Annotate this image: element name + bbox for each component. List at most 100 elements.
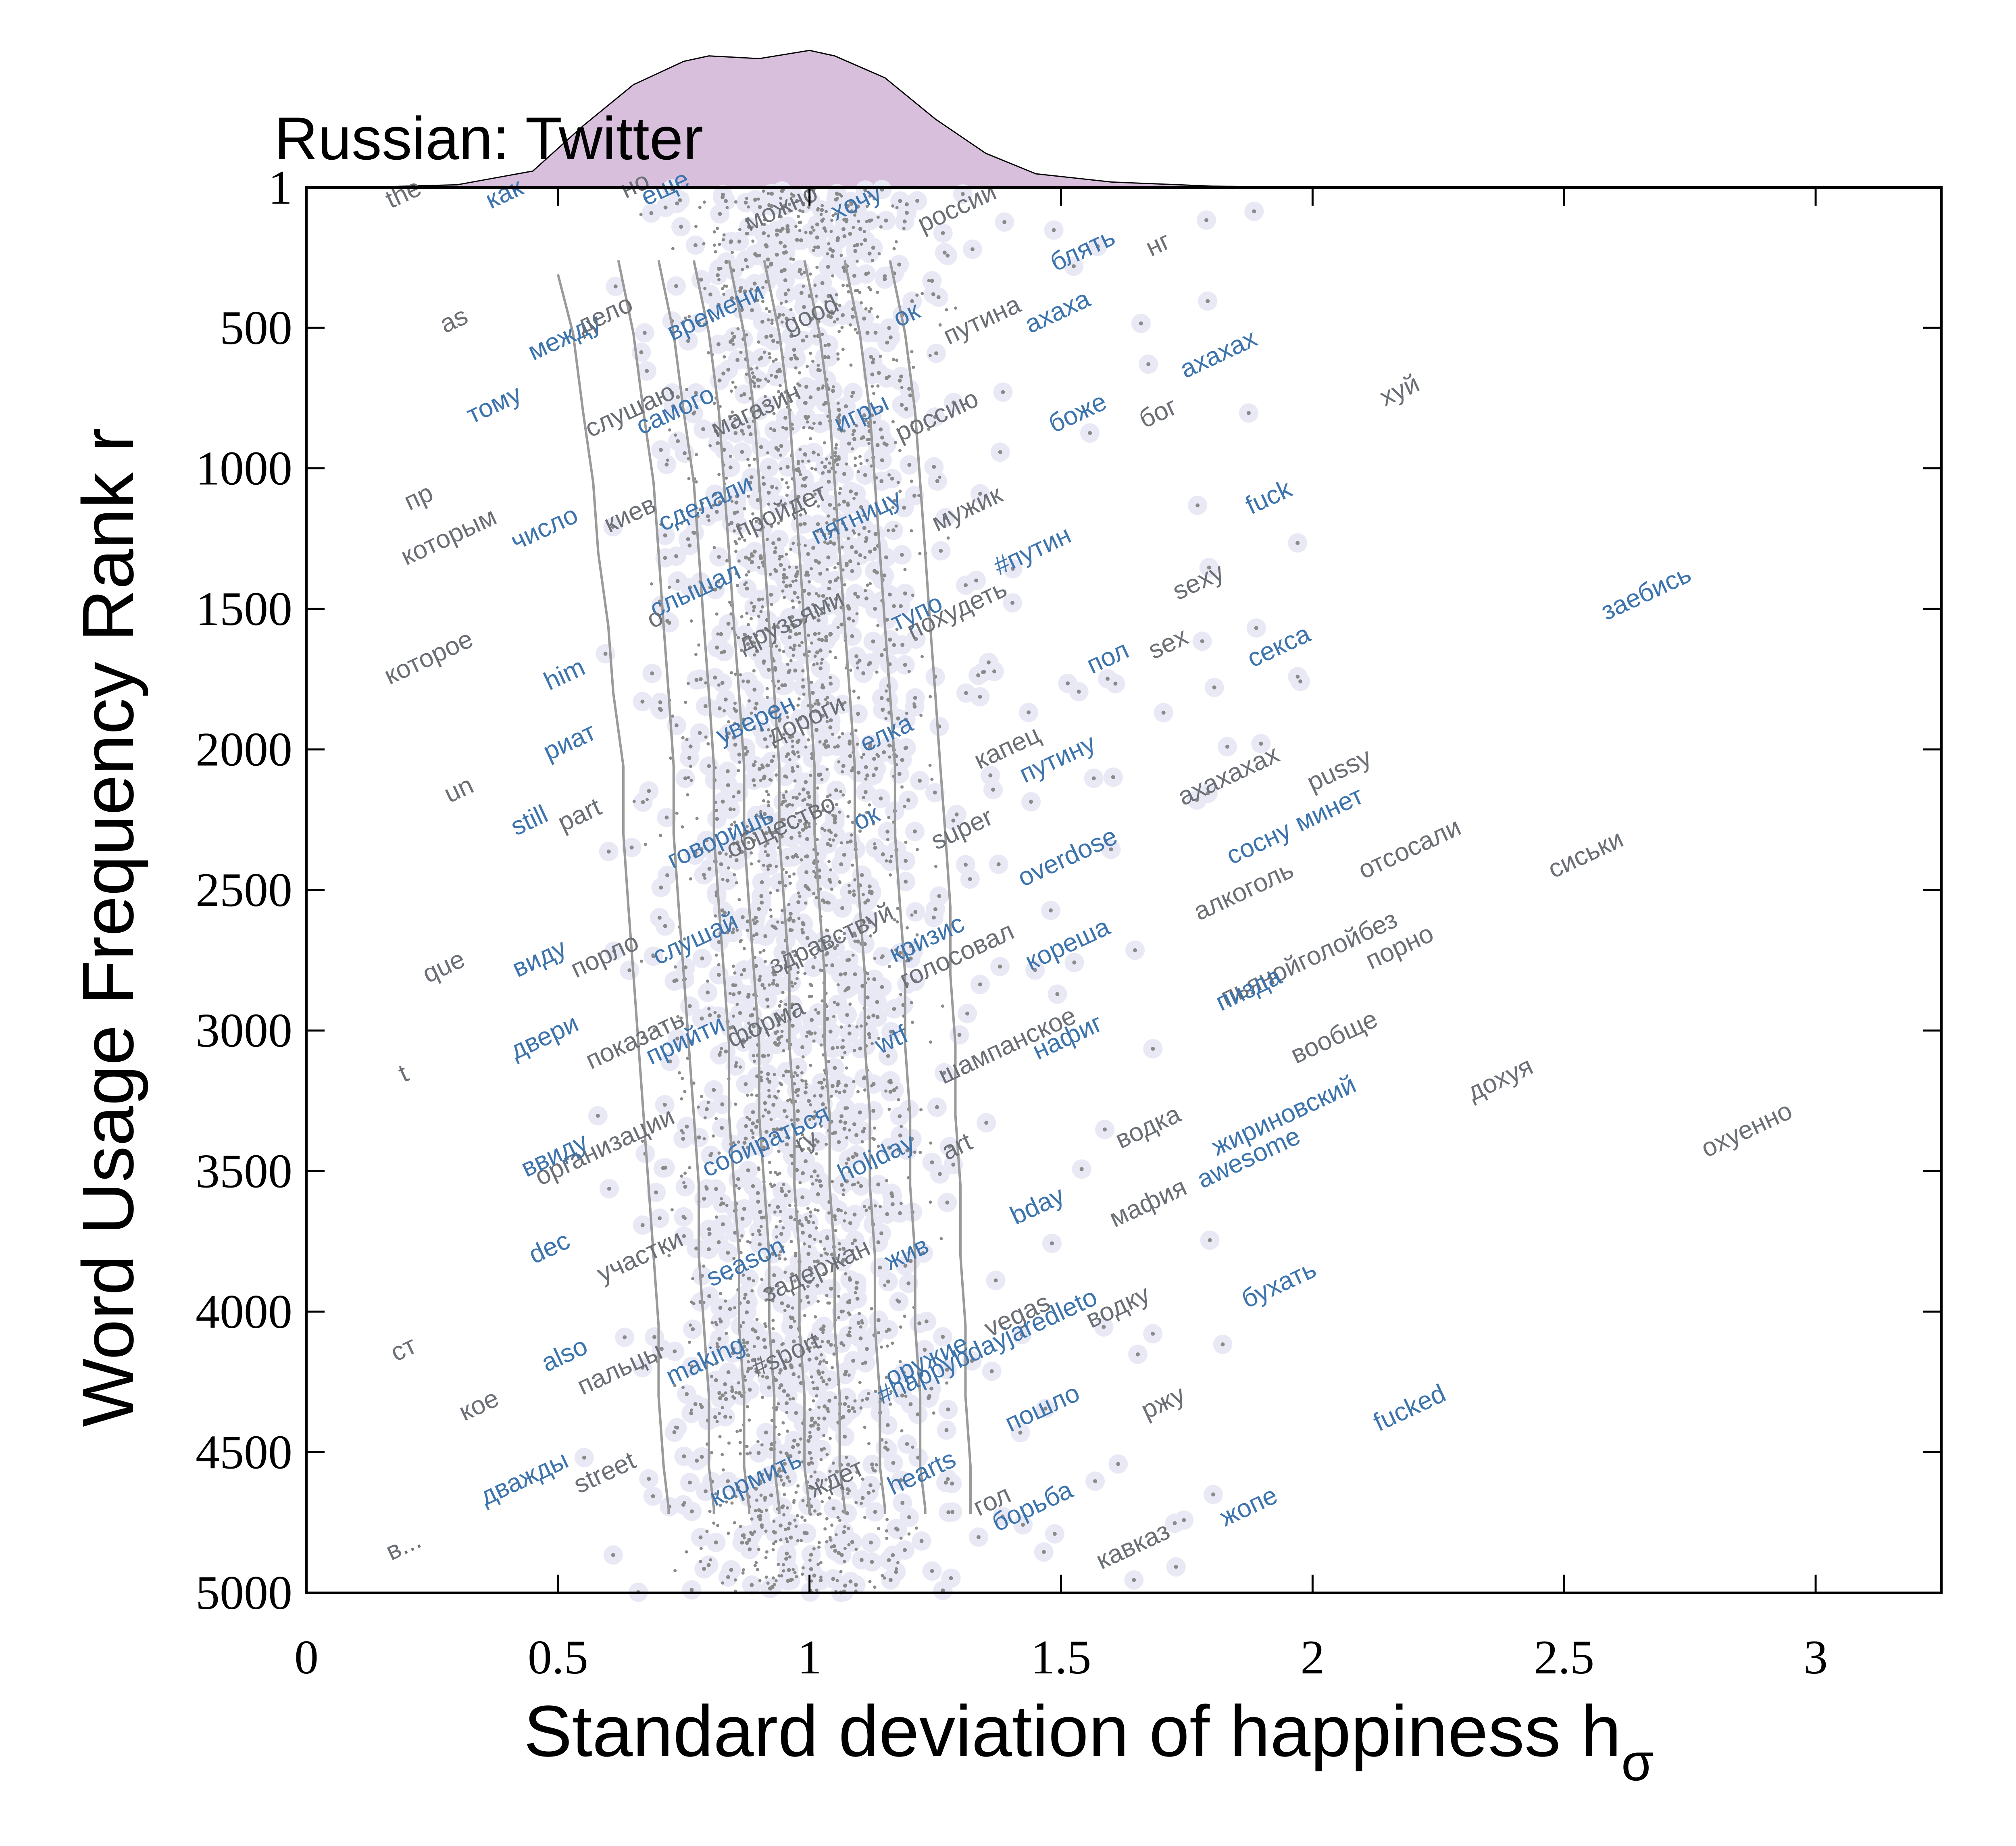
scatter-dot xyxy=(870,1307,873,1311)
scatter-dot xyxy=(876,384,880,388)
scatter-dot xyxy=(784,790,788,794)
scatter-dot xyxy=(758,1233,762,1236)
scatter-dot xyxy=(885,1423,890,1427)
word-label: que xyxy=(418,944,469,988)
scatter-dot xyxy=(816,1192,820,1196)
scatter-dot xyxy=(783,1308,787,1312)
scatter-dot xyxy=(900,1125,903,1128)
scatter-dot xyxy=(808,426,811,429)
scatter-dot xyxy=(721,1581,725,1585)
scatter-dot xyxy=(794,1525,798,1528)
scatter-dot xyxy=(777,687,781,690)
scatter-dot xyxy=(848,890,852,894)
scatter-dot xyxy=(950,1481,954,1486)
scatter-dot xyxy=(899,993,902,996)
scatter-dot xyxy=(872,756,876,761)
scatter-dot xyxy=(841,283,845,287)
scatter-dot xyxy=(733,1064,738,1068)
scatter-dot xyxy=(882,750,886,754)
word-label: пол xyxy=(1082,635,1133,679)
scatter-dot xyxy=(848,1330,851,1334)
scatter-dot xyxy=(852,226,855,229)
word-label: sexy xyxy=(1168,557,1229,606)
scatter-dot xyxy=(830,963,835,967)
scatter-dot xyxy=(804,855,808,858)
scatter-dot xyxy=(797,917,801,920)
scatter-dot xyxy=(705,1529,709,1533)
scatter-dot xyxy=(672,1430,677,1434)
scatter-dot xyxy=(770,759,774,763)
scatter-dot xyxy=(878,1265,882,1270)
scatter-dot xyxy=(970,247,975,252)
scatter-dot xyxy=(868,1483,873,1488)
scatter-dot xyxy=(766,192,770,195)
scatter-dot xyxy=(927,279,931,282)
scatter-dot xyxy=(785,1540,789,1544)
scatter-dot xyxy=(841,793,845,797)
scatter-dot xyxy=(685,1550,688,1554)
scatter-dot xyxy=(866,1491,871,1495)
scatter-dot xyxy=(764,1289,769,1293)
scatter-dot xyxy=(801,1572,804,1576)
scatter-dot xyxy=(729,1568,733,1572)
x-tick-label: 1.5 xyxy=(1031,1630,1091,1684)
scatter-dot xyxy=(841,521,846,525)
scatter-dot xyxy=(702,1567,706,1571)
scatter-dot xyxy=(775,252,779,257)
scatter-dot xyxy=(937,1172,942,1176)
scatter-dot xyxy=(854,654,859,658)
y-tick-label: 4500 xyxy=(196,1425,292,1479)
scatter-dot xyxy=(797,467,800,471)
scatter-dot xyxy=(813,1031,817,1035)
scatter-dot xyxy=(854,1291,857,1294)
scatter-dot xyxy=(804,544,807,547)
scatter-dot xyxy=(1246,411,1251,415)
scatter-dot xyxy=(858,455,862,458)
scatter-dot xyxy=(775,773,778,777)
scatter-dot xyxy=(725,1204,729,1207)
scatter-dot xyxy=(891,1461,896,1465)
scatter-dot xyxy=(741,1534,744,1537)
scatter-dot xyxy=(817,1545,821,1549)
scatter-dot xyxy=(845,958,849,962)
scatter-dot xyxy=(887,473,891,477)
scatter-dot xyxy=(818,571,823,576)
scatter-dot xyxy=(830,254,835,258)
scatter-dot xyxy=(791,1306,794,1310)
scatter-dot xyxy=(828,1536,832,1539)
scatter-dot xyxy=(816,1369,821,1373)
scatter-dot xyxy=(784,1556,788,1561)
scatter-dot xyxy=(729,239,733,244)
scatter-dot xyxy=(913,829,917,833)
scatter-dot xyxy=(998,450,1002,454)
scatter-dot xyxy=(687,776,690,779)
scatter-dot xyxy=(714,1187,719,1191)
scatter-dot xyxy=(1091,776,1096,781)
scatter-dot xyxy=(766,234,770,238)
scatter-dot xyxy=(752,1059,756,1063)
scatter-dot xyxy=(777,1402,780,1406)
scatter-dot xyxy=(889,854,893,858)
scatter-dot xyxy=(818,1578,823,1583)
scatter-dot xyxy=(822,403,826,406)
scatter-dot xyxy=(871,246,875,250)
scatter-dot xyxy=(871,1136,875,1140)
scatter-dot xyxy=(807,888,811,892)
scatter-dot xyxy=(823,441,826,445)
scatter-dot xyxy=(883,1283,887,1287)
scatter-dot xyxy=(885,1329,888,1333)
scatter-dot xyxy=(733,1521,736,1525)
scatter-dot xyxy=(852,1080,856,1083)
scatter-dot xyxy=(651,1494,655,1498)
scatter-dot xyxy=(885,1529,888,1533)
scatter-dot xyxy=(846,1106,849,1110)
scatter-dot xyxy=(775,644,778,648)
scatter-dot xyxy=(765,1375,769,1380)
scatter-dot xyxy=(819,1575,823,1579)
scatter-dot xyxy=(807,633,810,637)
scatter-dot xyxy=(764,1508,768,1512)
scatter-dot xyxy=(899,374,903,379)
scatter-dot xyxy=(946,1510,951,1515)
scatter-dot xyxy=(1113,681,1118,686)
